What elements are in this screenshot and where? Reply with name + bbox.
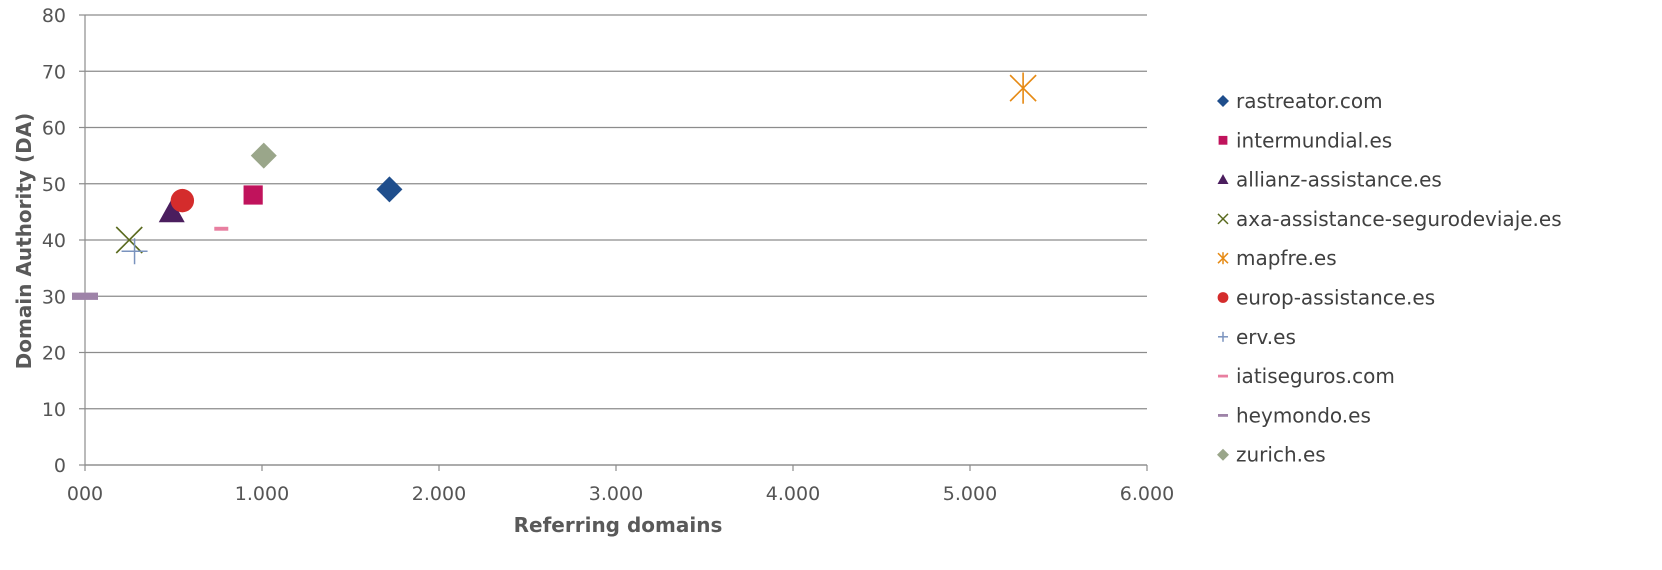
legend-marker: [1217, 252, 1229, 265]
y-tick-label: 10: [42, 399, 66, 421]
x-tick-label: 4.000: [766, 483, 820, 505]
x-tick-label: 2.000: [412, 483, 466, 505]
legend-label: iatiseguros.com: [1236, 364, 1395, 388]
x-tick-label: 6.000: [1120, 483, 1174, 505]
y-tick-label: 70: [42, 61, 66, 83]
y-tick-label: 50: [42, 174, 66, 196]
legend-marker: [1218, 374, 1228, 378]
legend-item: allianz-assistance.es: [1217, 168, 1442, 192]
y-tick-label: 20: [42, 343, 66, 365]
legend-label: rastreator.com: [1236, 89, 1383, 113]
legend-marker: [1217, 292, 1229, 303]
legend-marker: [1217, 174, 1229, 184]
axes: [84, 15, 1148, 471]
point-rastreator-com: [376, 176, 403, 203]
legend-marker: [1218, 135, 1228, 145]
x-tick-label: 5.000: [943, 483, 997, 505]
legend-label: allianz-assistance.es: [1236, 168, 1442, 192]
legend-label: erv.es: [1236, 325, 1296, 349]
legend: rastreator.com intermundial.es allianz-ass…: [1217, 89, 1562, 467]
point-axa-assistance-segurodeviaje-es: [115, 226, 143, 254]
data-points: [72, 72, 1037, 300]
legend-label: intermundial.es: [1236, 128, 1392, 152]
legend-marker: [1217, 95, 1229, 107]
legend-marker: [1218, 414, 1228, 417]
y-tick-labels: 0 10 20 30 40 50 60 70 80: [42, 5, 66, 477]
legend-item: erv.es: [1218, 325, 1296, 349]
legend-label: zurich.es: [1236, 443, 1326, 467]
gridlines: [79, 14, 1147, 466]
legend-item: mapfre.es: [1217, 246, 1337, 270]
legend-item: axa-assistance-segurodeviaje.es: [1217, 207, 1562, 231]
point-mapfre-es: [1009, 72, 1037, 104]
y-tick-label: 0: [54, 455, 66, 477]
legend-item: zurich.es: [1217, 443, 1326, 467]
legend-label: heymondo.es: [1236, 403, 1371, 427]
point-intermundial-es: [243, 185, 263, 205]
legend-item: intermundial.es: [1218, 128, 1392, 152]
y-tick-label: 80: [42, 5, 66, 27]
legend-label: axa-assistance-segurodeviaje.es: [1236, 207, 1562, 231]
legend-marker: [1218, 331, 1228, 342]
legend-label: mapfre.es: [1236, 246, 1337, 270]
legend-label: europ-assistance.es: [1236, 286, 1435, 310]
x-tick-label: 000: [67, 483, 103, 505]
point-zurich-es: [250, 142, 277, 169]
point-iatiseguros-com: [214, 226, 229, 231]
y-axis-title: Domain Authority (DA): [12, 113, 36, 370]
x-axis-title: Referring domains: [514, 513, 723, 537]
x-tick-labels: 000 1.000 2.000 3.000 4.000 5.000 6.000: [67, 483, 1174, 505]
y-tick-label: 60: [42, 118, 66, 140]
legend-item: europ-assistance.es: [1217, 286, 1435, 310]
legend-marker: [1217, 213, 1229, 225]
y-tick-label: 40: [42, 230, 66, 252]
legend-item: heymondo.es: [1218, 403, 1371, 427]
point-europ-assistance-es: [170, 188, 195, 213]
legend-item: iatiseguros.com: [1218, 364, 1395, 388]
point-allianz-assistance-es: [158, 198, 185, 223]
legend-item: rastreator.com: [1217, 89, 1383, 113]
point-erv-es: [121, 238, 148, 265]
point-heymondo-es: [72, 292, 98, 300]
y-tick-label: 30: [42, 286, 66, 308]
legend-marker: [1217, 448, 1229, 461]
x-tick-label: 3.000: [589, 483, 643, 505]
x-tick-label: 1.000: [235, 483, 289, 505]
